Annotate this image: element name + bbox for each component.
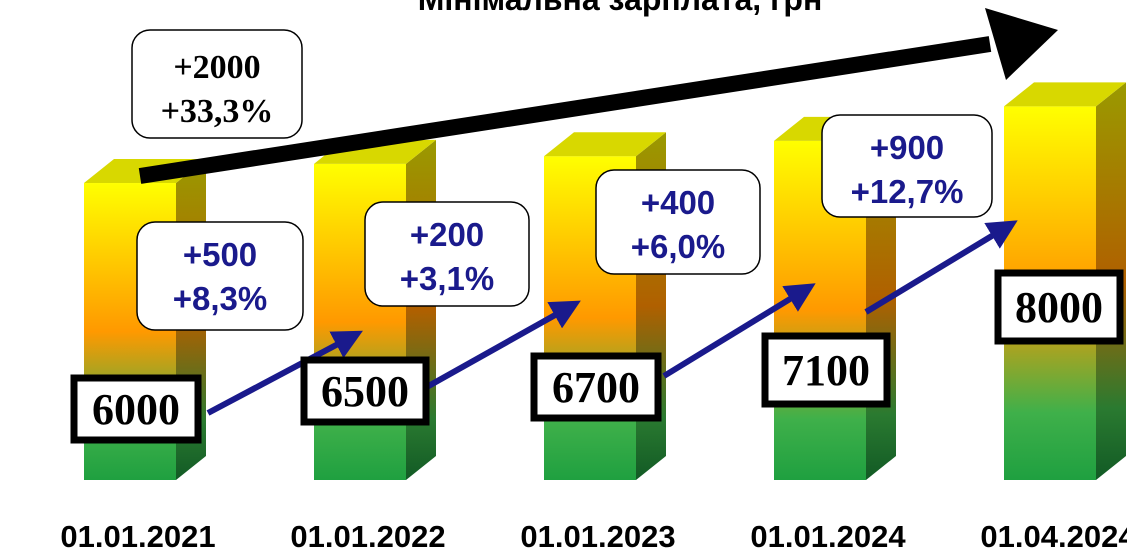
value-label-5: 8000: [994, 269, 1124, 345]
increment-bubble-2: +200 +3,1%: [364, 201, 530, 307]
x-tick-labels: 01.01.2021 01.01.2022 01.01.2023 01.01.2024…: [60, 519, 1127, 554]
x-tick-label-1: 01.01.2021: [60, 519, 215, 554]
increment-arrows: [206, 220, 1018, 416]
trend-arrow-head: [985, 8, 1058, 80]
value-label-text: 6500: [321, 367, 409, 416]
increment-pct: +6,0%: [631, 228, 726, 265]
value-label-text: 7100: [782, 346, 870, 395]
increment-abs: +900: [870, 129, 944, 166]
increment-bubbles: +500 +8,3% +200 +3,1% +400 +6,0% +900 +12,7% +20…: [131, 29, 993, 331]
increment-bubble-1: +500 +8,3%: [136, 221, 304, 331]
increment-abs: +500: [183, 236, 257, 273]
x-tick-label-5: 01.04.2024: [980, 519, 1127, 554]
value-label-text: 6700: [552, 363, 640, 412]
increment-arrow-2: [423, 300, 581, 391]
bar-2: [314, 139, 436, 481]
value-label-4: 7100: [761, 332, 891, 408]
x-tick-label-2: 01.01.2022: [290, 519, 445, 554]
total-change-bubble: +2000 +33,3%: [131, 29, 303, 139]
increment-pct: +12,7%: [851, 173, 964, 210]
increment-arrow-4: [864, 220, 1018, 315]
trend: [138, 8, 1058, 184]
x-tick-label-3: 01.01.2023: [520, 519, 675, 554]
value-label-text: 6000: [92, 385, 180, 434]
increment-pct: +8,3%: [173, 280, 268, 317]
value-labels: 6000 6500 6700 7100 8000: [70, 269, 1124, 444]
value-label-2: 6500: [300, 356, 430, 426]
increment-bubble-4: +900 +12,7%: [821, 114, 993, 218]
value-label-3: 6700: [530, 352, 662, 422]
total-change-pct: +33,3%: [161, 93, 274, 130]
increment-abs: +200: [410, 216, 484, 253]
value-label-1: 6000: [70, 374, 202, 444]
increment-bubble-3: +400 +6,0%: [595, 169, 761, 275]
increment-abs: +400: [641, 184, 715, 221]
trend-arrow-shaft: [138, 36, 992, 184]
increment-pct: +3,1%: [400, 260, 495, 297]
increment-arrow-3: [662, 283, 816, 379]
x-tick-label-4: 01.01.2024: [750, 519, 906, 554]
total-change-abs: +2000: [173, 49, 260, 86]
chart-title: Мінімальна зарплата, грн: [418, 0, 823, 17]
value-label-text: 8000: [1015, 283, 1103, 332]
increment-arrow-1: [206, 330, 363, 416]
